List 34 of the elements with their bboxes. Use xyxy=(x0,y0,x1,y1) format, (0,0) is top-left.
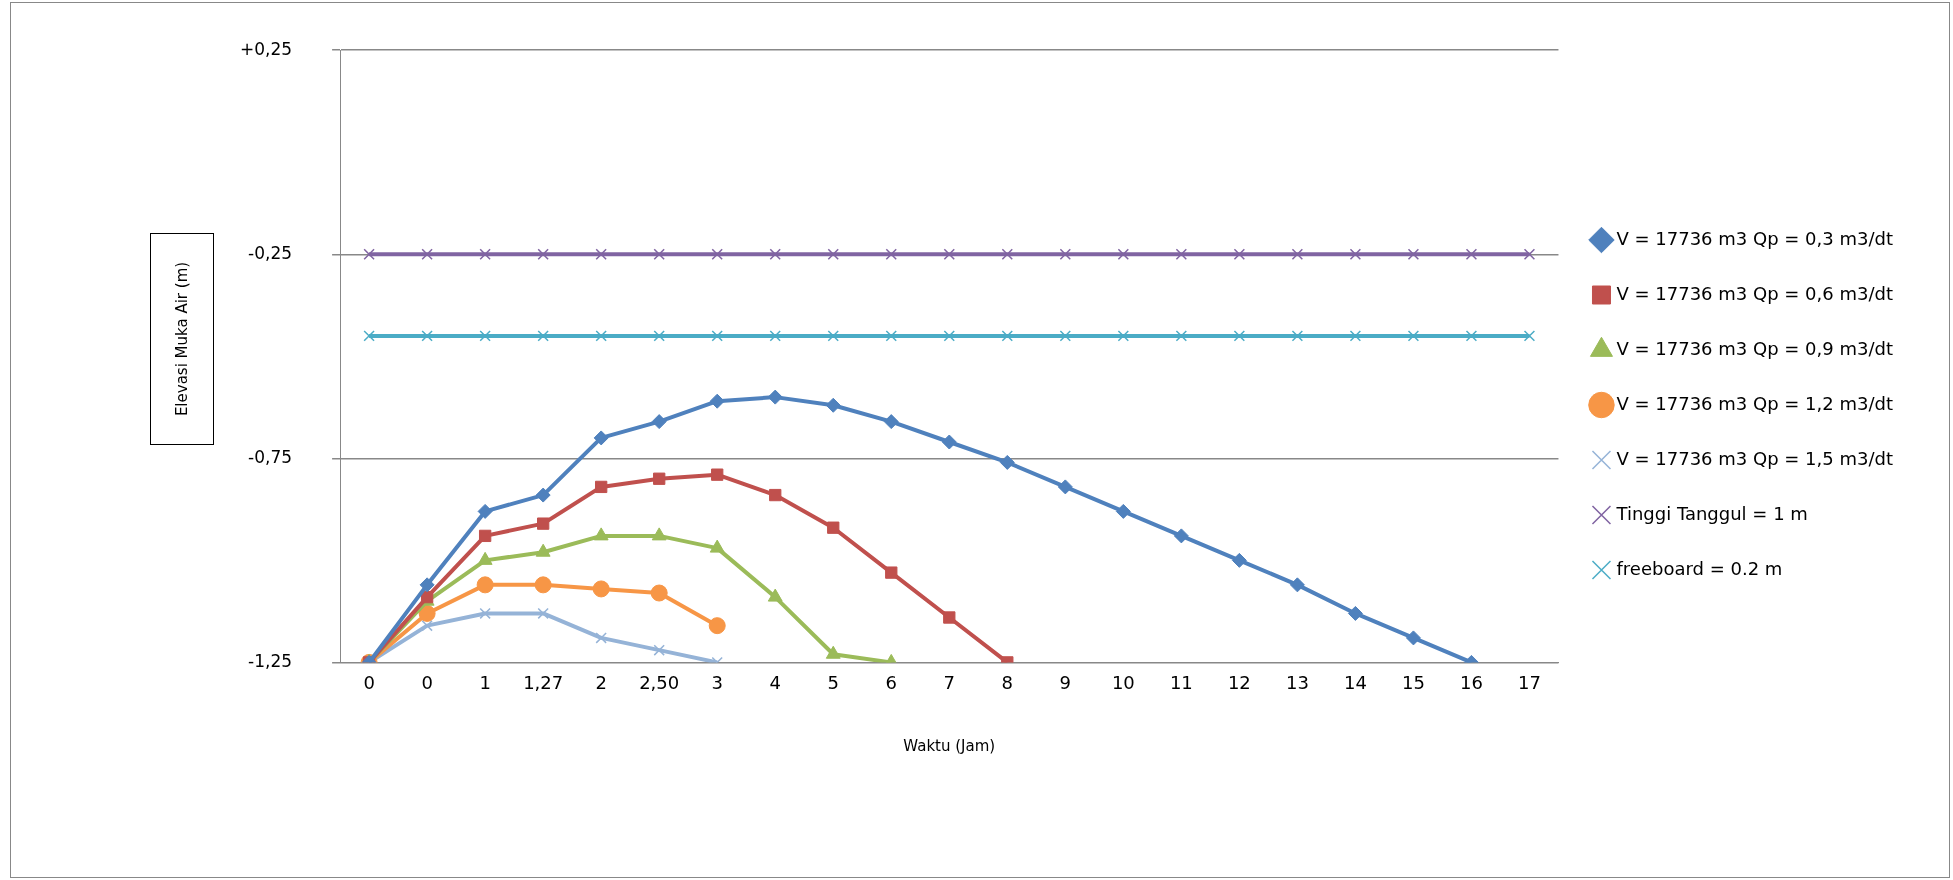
legend-label: V = 17736 m3 Qp = 1,5 m3/dt xyxy=(1616,447,1893,469)
y-tick-label: -0,25 xyxy=(248,242,293,263)
x-tick-label: 9 xyxy=(1059,671,1072,693)
legend-label: V = 17736 m3 Qp = 0,6 m3/dt xyxy=(1616,282,1893,304)
x-tick-label: 12 xyxy=(1227,671,1251,693)
x-tick-label: 0 xyxy=(363,671,375,693)
x-tick-label: 4 xyxy=(769,671,781,693)
x-tick-label: 15 xyxy=(1401,671,1425,693)
x-tick-label: 0 xyxy=(421,671,433,693)
x-tick-label: 3 xyxy=(711,671,723,693)
legend-label: V = 17736 m3 Qp = 0,9 m3/dt xyxy=(1616,337,1893,359)
x-tick-label: 16 xyxy=(1459,671,1483,693)
x-tick-label: 6 xyxy=(885,671,897,693)
x-tick-label: 2,50 xyxy=(639,671,680,693)
legend-label: V = 17736 m3 Qp = 1,2 m3/dt xyxy=(1616,392,1893,414)
legend-label: V = 17736 m3 Qp = 0,3 m3/dt xyxy=(1616,227,1893,249)
x-tick-label: 5 xyxy=(827,671,839,693)
y-tick-label: -1,25 xyxy=(248,650,293,671)
legend-label: Tinggi Tanggul = 1 m xyxy=(1615,502,1808,524)
x-tick-label: 17 xyxy=(1518,671,1541,693)
x-tick-label: 10 xyxy=(1111,671,1135,693)
x-tick-label: 1,27 xyxy=(523,671,564,693)
x-tick-label: 11 xyxy=(1169,671,1193,693)
x-tick-label: 2 xyxy=(595,671,607,693)
x-tick-label: 13 xyxy=(1285,671,1309,693)
x-tick-label: 8 xyxy=(1001,671,1014,693)
x-tick-label: 14 xyxy=(1343,671,1367,693)
x-tick-label: 1 xyxy=(479,671,491,693)
y-axis-title: Elevasi Muka Air (m) xyxy=(173,261,191,417)
x-axis-title: Waktu (Jam) xyxy=(903,736,996,755)
y-tick-label: +0,25 xyxy=(239,38,293,59)
y-tick-label: -0,75 xyxy=(248,446,293,467)
x-tick-label: 7 xyxy=(943,671,956,693)
legend-label: freeboard = 0.2 m xyxy=(1616,557,1783,579)
